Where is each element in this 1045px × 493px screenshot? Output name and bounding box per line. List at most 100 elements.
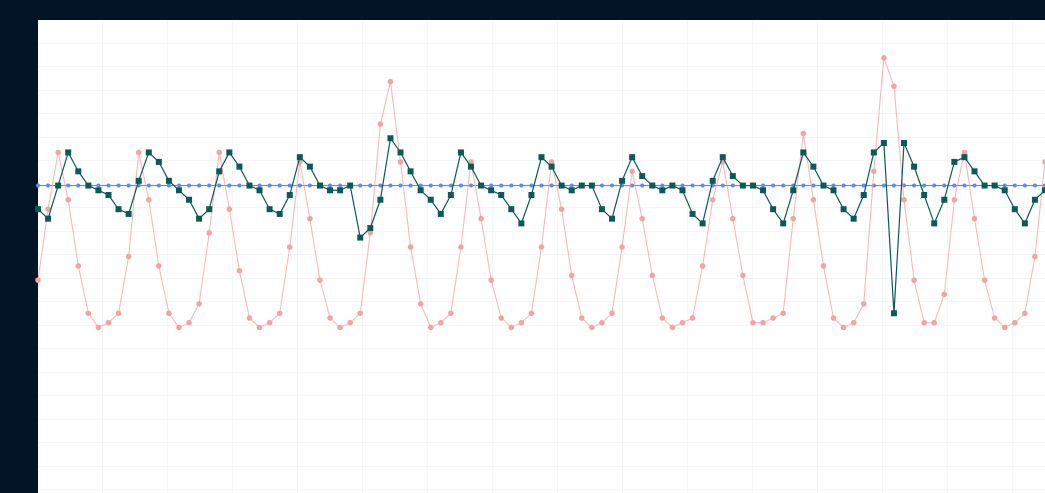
point bbox=[176, 183, 181, 188]
point bbox=[478, 182, 485, 189]
point bbox=[407, 168, 414, 175]
point bbox=[922, 183, 927, 188]
point bbox=[1002, 183, 1007, 188]
point bbox=[820, 182, 827, 189]
point bbox=[962, 183, 967, 188]
point bbox=[126, 183, 131, 188]
point bbox=[730, 183, 735, 188]
point bbox=[942, 183, 947, 188]
point bbox=[428, 183, 433, 188]
point bbox=[568, 187, 575, 194]
point bbox=[811, 183, 816, 188]
point bbox=[608, 215, 615, 222]
point bbox=[539, 183, 544, 188]
point bbox=[447, 192, 454, 199]
point bbox=[609, 310, 615, 317]
point bbox=[146, 183, 151, 188]
point bbox=[197, 183, 202, 188]
point bbox=[227, 183, 232, 188]
point bbox=[358, 183, 363, 188]
point bbox=[1001, 324, 1008, 331]
point bbox=[277, 183, 282, 188]
point bbox=[207, 183, 212, 188]
point bbox=[951, 158, 958, 165]
point bbox=[155, 158, 162, 165]
point bbox=[216, 168, 223, 175]
point bbox=[991, 182, 998, 189]
point bbox=[488, 187, 495, 194]
point bbox=[226, 206, 233, 212]
point bbox=[749, 182, 756, 189]
point bbox=[427, 196, 434, 203]
point bbox=[216, 149, 223, 156]
point bbox=[629, 168, 635, 175]
point bbox=[397, 149, 404, 156]
point bbox=[800, 149, 807, 156]
point bbox=[820, 263, 827, 269]
point bbox=[368, 183, 373, 188]
point bbox=[347, 319, 353, 326]
point bbox=[1011, 206, 1018, 213]
point bbox=[75, 168, 82, 175]
point bbox=[860, 192, 867, 199]
point bbox=[145, 149, 152, 156]
point bbox=[640, 183, 645, 188]
point bbox=[186, 196, 193, 203]
point bbox=[498, 192, 505, 199]
point bbox=[95, 324, 102, 331]
point bbox=[760, 187, 767, 194]
point bbox=[256, 187, 263, 194]
point bbox=[246, 315, 253, 321]
point bbox=[870, 149, 877, 156]
point bbox=[971, 168, 978, 175]
point bbox=[840, 324, 847, 331]
point bbox=[1031, 196, 1038, 203]
point bbox=[568, 272, 575, 279]
point bbox=[1021, 220, 1028, 227]
point bbox=[589, 324, 595, 331]
point bbox=[619, 177, 626, 184]
point bbox=[739, 182, 746, 189]
point bbox=[740, 272, 746, 279]
point bbox=[890, 310, 897, 317]
point bbox=[276, 310, 283, 317]
point bbox=[770, 315, 776, 321]
point bbox=[237, 183, 242, 188]
point bbox=[660, 183, 665, 188]
point bbox=[901, 196, 907, 203]
point bbox=[730, 215, 736, 222]
point bbox=[931, 319, 938, 326]
point bbox=[771, 183, 776, 188]
point bbox=[991, 315, 998, 321]
point bbox=[266, 206, 273, 213]
point bbox=[387, 135, 394, 142]
point bbox=[578, 182, 585, 189]
point bbox=[931, 220, 938, 227]
point bbox=[971, 215, 978, 222]
point bbox=[1032, 253, 1038, 260]
point bbox=[972, 183, 977, 188]
point bbox=[35, 277, 41, 283]
point bbox=[276, 210, 283, 217]
point bbox=[850, 215, 857, 222]
point bbox=[1022, 183, 1027, 188]
point bbox=[810, 196, 817, 203]
point bbox=[85, 182, 92, 189]
point bbox=[669, 324, 676, 331]
point bbox=[508, 324, 515, 331]
point bbox=[599, 183, 604, 188]
point bbox=[781, 183, 786, 188]
point bbox=[689, 210, 696, 217]
point bbox=[296, 154, 303, 161]
point bbox=[357, 310, 364, 317]
point bbox=[891, 83, 897, 90]
point bbox=[629, 154, 636, 161]
point bbox=[367, 230, 374, 236]
point bbox=[156, 263, 162, 269]
point bbox=[831, 183, 836, 188]
point bbox=[135, 177, 142, 184]
point bbox=[327, 315, 333, 321]
point bbox=[468, 159, 474, 165]
